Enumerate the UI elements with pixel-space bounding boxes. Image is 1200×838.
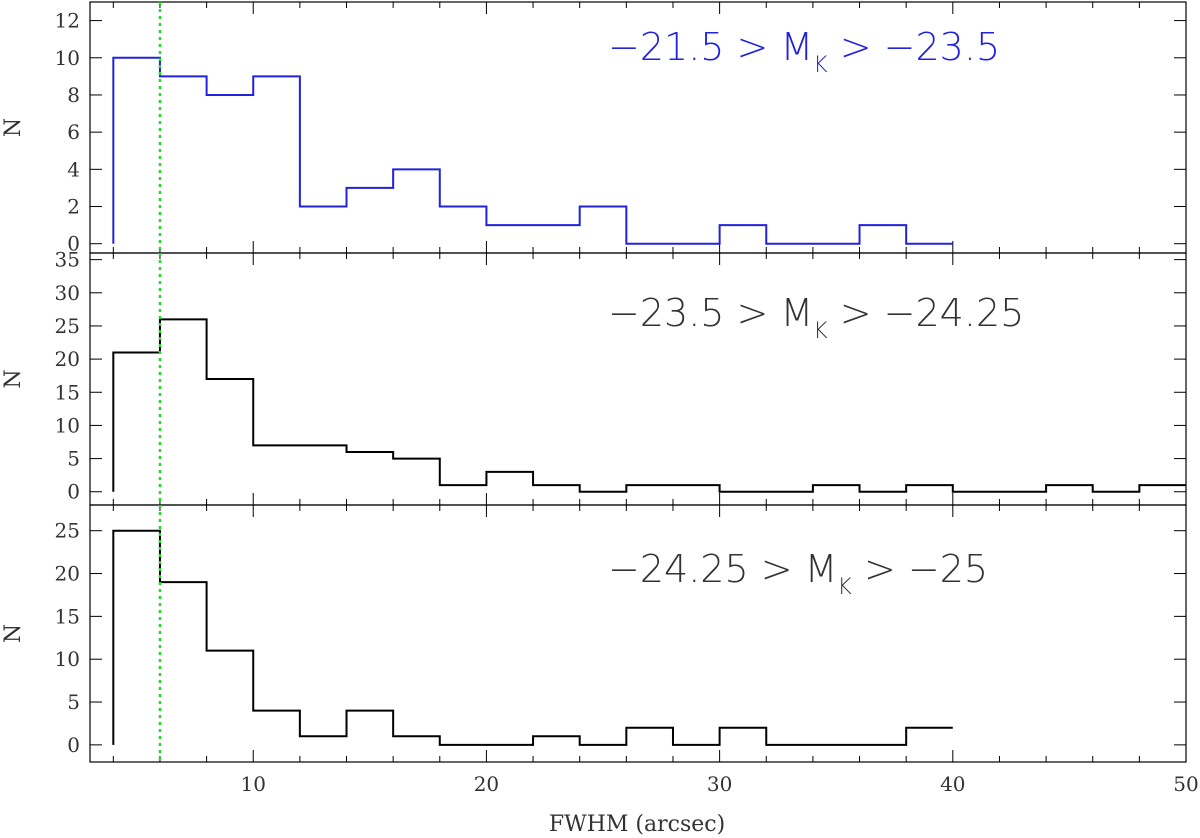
histogram-bar [720,225,767,244]
histogram-bar [207,379,254,492]
histogram-bar [580,207,627,244]
x-axis-title: FWHM (arcsec) [549,812,725,837]
histogram-bar [113,352,160,491]
histogram-bar [253,445,300,491]
y-tick-label: 0 [67,232,80,256]
histogram-bar [720,728,767,745]
histogram-bar [300,207,347,244]
histogram-bar [393,736,440,745]
histogram-bar [486,225,533,244]
histogram-bar [113,531,160,745]
y-tick-label: 8 [67,83,80,107]
histogram-series [112,56,953,245]
x-tick-label: 10 [241,772,266,796]
histogram-series [112,529,953,746]
histogram-bar [347,711,394,745]
y-tick-label: 20 [55,347,80,371]
panel-frame [89,504,1187,763]
y-tick-label: 0 [67,480,80,504]
histogram-bar [393,459,440,492]
histogram-bar [440,207,487,244]
y-tick-label: 10 [55,46,80,70]
x-tick-label: 30 [707,772,732,796]
x-tick-label: 20 [474,772,499,796]
y-tick-label: 12 [55,9,80,33]
histogram-bar [486,472,533,492]
y-tick-label: 15 [55,380,80,404]
histogram-bar [347,452,394,492]
y-tick-label: 0 [67,733,80,757]
x-tick-label: 50 [1173,772,1198,796]
histogram-bar [253,711,300,745]
y-tick-label: 30 [55,281,80,305]
histogram-bar [300,736,347,745]
y-tick-label: 10 [55,647,80,671]
y-tick-label: 15 [55,604,80,628]
x-tick-label: 40 [940,772,965,796]
y-tick-label: 4 [67,157,80,181]
y-tick-label: 10 [55,413,80,437]
histogram-bar [300,445,347,491]
y-axis-title: N [1,118,26,137]
histogram-series [112,318,1186,493]
y-tick-label: 25 [55,519,80,543]
y-tick-label: 5 [67,690,80,714]
y-tick-label: 5 [67,447,80,471]
y-axis-title: N [1,624,26,643]
y-tick-label: 2 [67,195,80,219]
panels-group: 0 2 4 6 8 10 12 N −21.5 > MK > −23.5 0 5 10 15 20 25 30… [1,1,1199,796]
histogram-bar [207,95,254,244]
histogram-bar [160,582,207,745]
histogram-bar [906,728,953,745]
histogram-bar [160,319,207,491]
y-tick-label: 20 [55,562,80,586]
panel-annotation: −23.5 > MK > −24.25 [608,291,1024,344]
y-axis-title: N [1,369,26,388]
histogram-bar [860,225,907,244]
histogram-bar [207,651,254,745]
panel-3: 0 5 10 15 20 25 N −24.25 > MK > −25 [1,504,1187,763]
histogram-bar [626,728,673,745]
panel-annotation: −21.5 > MK > −23.5 [608,25,1000,78]
histogram-bar [113,58,160,244]
histogram-bar [393,169,440,243]
histogram-bar [160,76,207,243]
histogram-bar [347,188,394,244]
y-tick-label: 6 [67,120,80,144]
histogram-bar [533,225,580,244]
panel-2: 0 5 10 15 20 25 30 35 N −23.5 > MK > −24.25 [1,248,1187,506]
y-tick-label: 35 [55,248,80,272]
panel-1: 0 2 4 6 8 10 12 N −21.5 > MK > −23.5 [1,1,1187,256]
histogram-bar [533,736,580,745]
histogram-bar [253,76,300,243]
panel-annotation: −24.25 > MK > −25 [608,547,988,600]
y-tick-label: 25 [55,314,80,338]
